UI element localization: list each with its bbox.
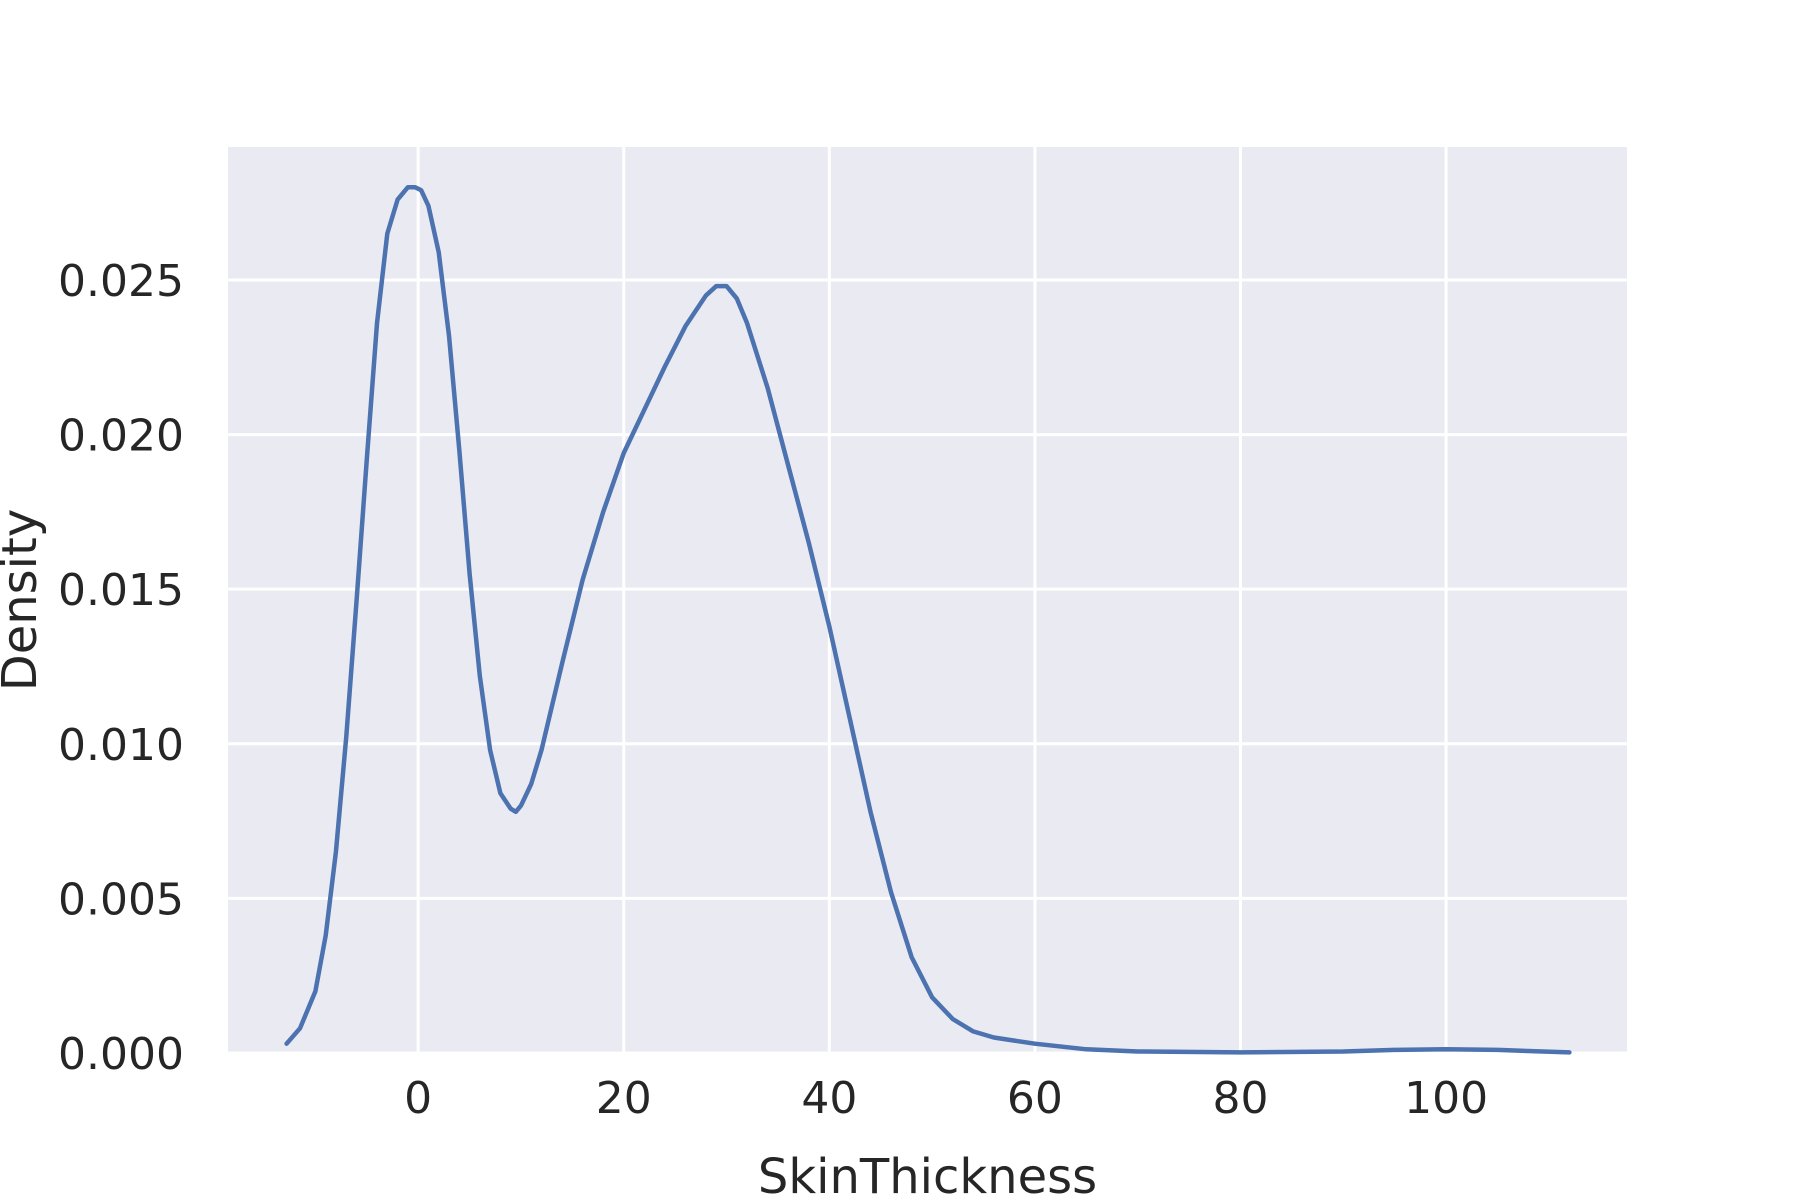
y-tick-label: 0.000	[58, 1029, 184, 1080]
y-tick-label: 0.015	[58, 565, 184, 616]
y-tick-labels: 0.000 0.005 0.010 0.015 0.020 0.025	[58, 256, 184, 1080]
x-tick-label: 20	[596, 1073, 652, 1124]
x-tick-label: 80	[1213, 1073, 1269, 1124]
x-tick-label: 100	[1404, 1073, 1488, 1124]
x-tick-label: 0	[404, 1073, 432, 1124]
y-tick-label: 0.025	[58, 256, 184, 307]
x-tick-label: 60	[1007, 1073, 1063, 1124]
y-tick-label: 0.020	[58, 411, 184, 462]
y-tick-label: 0.010	[58, 720, 184, 771]
y-tick-label: 0.005	[58, 874, 184, 925]
x-axis-title: SkinThickness	[758, 1149, 1097, 1200]
plot-background	[228, 147, 1627, 1053]
grid-lines	[228, 147, 1627, 1055]
y-axis-title: Density	[0, 509, 48, 691]
density-curve	[284, 184, 1572, 1055]
x-tick-label: 40	[801, 1073, 857, 1124]
x-tick-labels: 0 20 40 60 80 100	[404, 1073, 1488, 1124]
